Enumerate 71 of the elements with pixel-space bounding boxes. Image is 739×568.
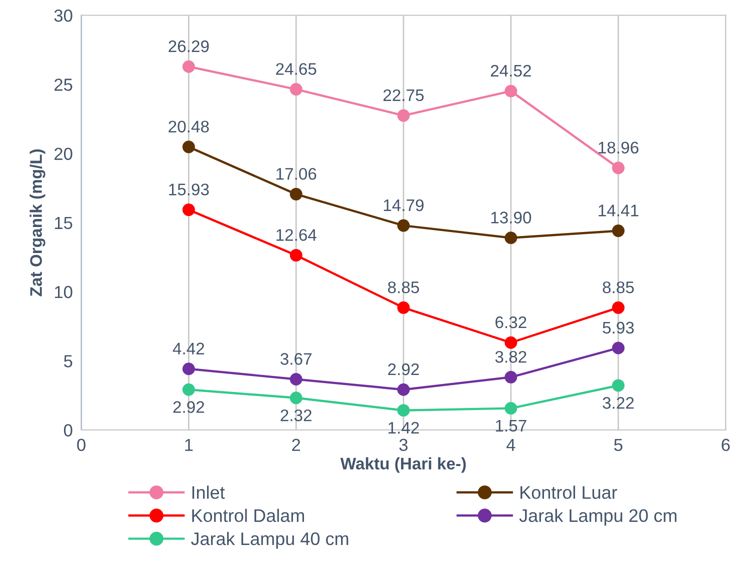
point xyxy=(504,402,518,415)
point xyxy=(182,362,195,376)
data-label: 2.32 xyxy=(280,409,312,422)
data-label: 4.42 xyxy=(172,342,204,354)
data-label: 13.90 xyxy=(491,212,532,224)
point xyxy=(182,60,195,73)
y-tick-label: 20 xyxy=(54,148,72,160)
point xyxy=(397,404,410,417)
point xyxy=(397,301,410,314)
y-tick-label: 5 xyxy=(64,355,72,368)
data-label: 24.52 xyxy=(490,64,531,77)
legend-label: Inlet xyxy=(192,486,225,499)
data-label: 3.67 xyxy=(280,353,312,365)
point xyxy=(397,109,410,122)
legend-label: Kontrol Luar xyxy=(520,486,618,499)
legend-label: Jarak Lampu 40 cm xyxy=(191,532,348,549)
point xyxy=(504,370,518,384)
point xyxy=(290,249,302,262)
data-label: 6.32 xyxy=(496,316,526,328)
y-axis-title: Zat Organik (mg/L) xyxy=(30,149,46,296)
data-label: 26.29 xyxy=(168,40,209,52)
x-tick-label: 0 xyxy=(77,438,86,452)
point xyxy=(397,383,410,396)
point xyxy=(290,373,302,386)
data-label: 15.93 xyxy=(169,184,209,196)
data-label: 3.22 xyxy=(602,397,634,409)
data-label: 18.96 xyxy=(598,142,638,154)
point xyxy=(290,188,302,200)
data-label: 5.93 xyxy=(602,322,634,334)
point xyxy=(290,83,302,96)
data-label: 22.75 xyxy=(383,89,424,102)
data-label: 14.79 xyxy=(384,199,424,212)
point xyxy=(612,224,625,238)
data-label: 8.85 xyxy=(602,281,634,294)
data-label: 2.92 xyxy=(173,401,204,413)
y-tick-label: 10 xyxy=(54,286,72,298)
x-tick-label: 2 xyxy=(292,438,300,451)
point xyxy=(612,379,625,392)
y-tick-label: 25 xyxy=(54,78,72,91)
legend-label: Kontrol Dalam xyxy=(192,508,304,522)
x-tick-label: 4 xyxy=(506,438,516,451)
data-label: 14.41 xyxy=(598,204,638,216)
x-tick-label: 1 xyxy=(185,438,193,451)
x-axis-title: Waktu (Hari ke-) xyxy=(340,457,466,473)
y-tick-label: 0 xyxy=(64,424,72,436)
point xyxy=(182,204,195,216)
data-label: 3.82 xyxy=(495,350,526,363)
point xyxy=(612,162,625,174)
data-label: 17.06 xyxy=(276,168,316,180)
point xyxy=(290,392,302,404)
x-tick-label: 6 xyxy=(722,438,730,452)
data-label: 12.64 xyxy=(276,229,316,241)
data-label: 2.92 xyxy=(388,363,419,376)
point xyxy=(182,383,195,396)
x-tick-label: 3 xyxy=(399,438,408,452)
data-label: 20.48 xyxy=(168,120,209,133)
point xyxy=(397,219,410,232)
y-tick-label: 15 xyxy=(54,217,72,230)
legend-label: Jarak Lampu 20 cm xyxy=(519,508,676,526)
point xyxy=(504,336,518,349)
x-tick-label: 5 xyxy=(614,438,622,452)
data-label: 24.65 xyxy=(276,63,316,75)
point xyxy=(612,301,625,314)
data-label: 1.57 xyxy=(496,420,526,432)
point xyxy=(612,342,625,354)
point xyxy=(182,140,195,154)
point xyxy=(504,84,518,98)
point xyxy=(504,232,518,244)
y-tick-label: 30 xyxy=(54,10,72,22)
data-label: 1.42 xyxy=(388,422,419,434)
data-label: 8.85 xyxy=(388,281,420,294)
